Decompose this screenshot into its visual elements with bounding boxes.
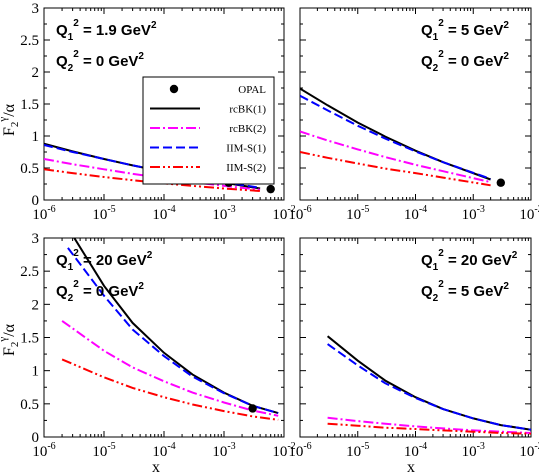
y-tick-label: 1	[32, 129, 40, 145]
panel-bottom-left: 10-6 10-5 10-4 10-3 10-2 0 0.5 1 1.5 2 2.5 3 Q12 = 2…	[20, 231, 295, 460]
x-tick-label: 10-5	[92, 204, 115, 223]
y-tick-label: 1.5	[20, 97, 39, 113]
y-tick-label: 2	[32, 65, 40, 81]
y-tick-label: 3	[32, 231, 40, 247]
x-tick-label: 10-2	[272, 204, 295, 223]
series-group	[61, 238, 279, 421]
legend-label: rcBK(2)	[229, 123, 266, 135]
x-tick-label: 10-2	[272, 441, 295, 460]
legend-label: OPAL	[238, 84, 266, 96]
series-line-rcbk-2-	[300, 130, 491, 184]
x-tick-label: 10-5	[92, 441, 115, 460]
legend: OPAL rcBK(1) rcBK(2) IIM-S(1) IIM-S(2)	[142, 76, 275, 185]
ylabel-bottom: F2γ/α	[0, 323, 21, 356]
series-line-rcbk-1-	[300, 87, 491, 181]
xlabel-left: x	[152, 459, 160, 476]
y-tick-label: 0	[32, 430, 40, 446]
legend-label: IIM-S(2)	[226, 162, 266, 174]
annotation-q2: Q22 = 0 GeV2	[56, 49, 144, 74]
annotation-q2: Q22 = 0 GeV2	[56, 279, 144, 304]
opal-point	[266, 184, 275, 194]
y-tick-label: 1	[32, 364, 40, 380]
x-tick-label: 10-2	[519, 204, 539, 223]
series-line-iim-s-2-	[300, 151, 491, 187]
annotation-q1: Q12 = 20 GeV2	[56, 248, 153, 273]
y-tick-label: 0.5	[20, 397, 39, 413]
legend-marker-opal	[169, 84, 179, 94]
x-tick-label: 10-3	[462, 441, 485, 460]
annotation-q1: Q12 = 1.9 GeV2	[56, 18, 157, 43]
series-line-iim-s-1-	[300, 94, 491, 180]
annotation-q1: Q12 = 5 GeV2	[421, 18, 509, 43]
series-line-iim-s-2-	[61, 358, 279, 421]
series-line-iim-s-2-	[327, 422, 531, 435]
x-tick-label: 10-3	[212, 204, 235, 223]
x-tick-label: 10-2	[519, 441, 539, 460]
y-tick-label: 0	[32, 193, 40, 209]
x-tick-label: 10-6	[32, 204, 55, 223]
x-tick-label: 10-3	[462, 204, 485, 223]
x-tick-label: 10-6	[288, 204, 311, 223]
xlabel-right: x	[407, 459, 415, 476]
panel-bottom-right: 10-6 10-5 10-4 10-3 10-2 Q12 = 20 GeV2 Q22 = 5…	[288, 237, 539, 460]
x-tick-label: 10-6	[288, 441, 311, 460]
opal-point	[496, 178, 506, 187]
series-group	[300, 87, 506, 187]
legend-label: IIM-S(1)	[226, 143, 266, 155]
x-tick-label: 10-6	[32, 441, 55, 460]
panels: 10-6 10-5 10-4 10-3 10-2 0 0.5 1 1.5 2 2.5 3 Q12 = 1…	[20, 1, 539, 460]
x-tick-label: 10-4	[404, 204, 427, 223]
y-tick-label: 2.5	[20, 264, 39, 280]
series-line-iim-s-1-	[67, 247, 279, 415]
series-line-rcbk-1-	[326, 335, 531, 431]
legend-label: rcBK(1)	[229, 104, 266, 116]
annotation-q2: Q22 = 0 GeV2	[421, 49, 509, 74]
y-tick-label: 2	[32, 297, 40, 313]
series-line-rcbk-2-	[44, 158, 261, 191]
y-tick-label: 2.5	[20, 33, 39, 49]
ylabel-top: F2γ/α	[0, 103, 21, 136]
x-tick-label: 10-5	[346, 441, 369, 460]
annotation-q1: Q12 = 20 GeV2	[421, 248, 518, 273]
series-line-iim-s-1-	[327, 343, 531, 431]
y-tick-label: 1.5	[20, 331, 39, 347]
panel-top-right: 10-6 10-5 10-4 10-3 10-2 Q12 = 5 GeV2 Q22 = 0 …	[288, 7, 539, 223]
annotation-q2: Q22 = 5 GeV2	[421, 279, 509, 304]
x-tick-label: 10-4	[404, 441, 427, 460]
y-tick-label: 0.5	[20, 161, 39, 177]
x-tick-label: 10-3	[212, 441, 235, 460]
series-line-rcbk-2-	[327, 416, 531, 434]
x-tick-label: 10-5	[346, 204, 369, 223]
x-tick-label: 10-4	[152, 204, 175, 223]
series-line-rcbk-2-	[61, 320, 279, 417]
x-tick-label: 10-4	[152, 441, 175, 460]
opal-point	[248, 404, 257, 413]
y-tick-label: 3	[32, 1, 40, 17]
series-group	[326, 335, 531, 435]
